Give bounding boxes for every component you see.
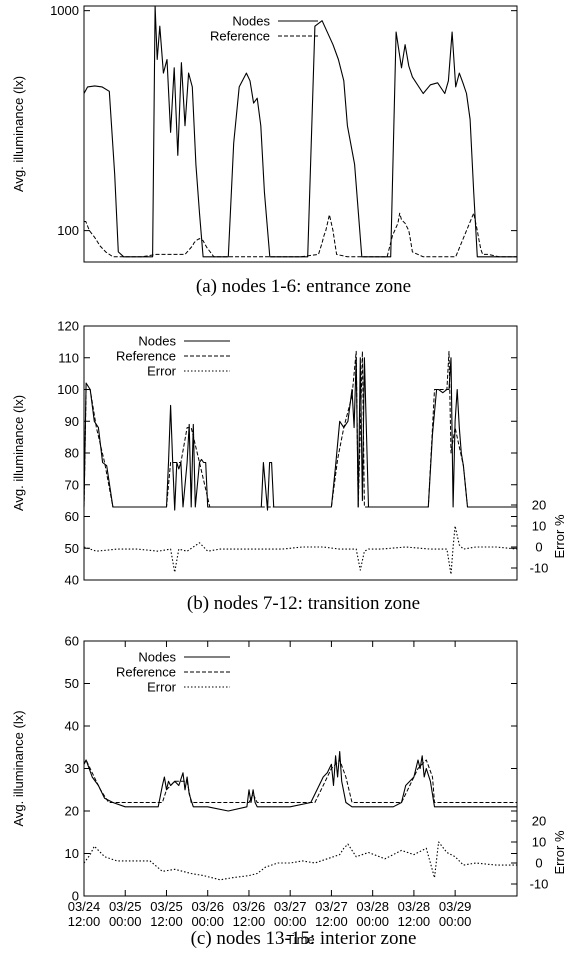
series-line-nodes bbox=[83, 5, 517, 258]
y-tick-label: 110 bbox=[58, 350, 79, 365]
y2-tick-label: 10 bbox=[532, 519, 546, 534]
x-tick-label-date: 03/29 bbox=[439, 899, 472, 914]
y-tick-label: 20 bbox=[65, 804, 79, 819]
x-tick-label-date: 03/24 bbox=[68, 899, 101, 914]
y-tick-label: 40 bbox=[65, 719, 79, 734]
x-tick-label-date: 03/28 bbox=[356, 899, 389, 914]
x-tick-label-time: 00:00 bbox=[274, 914, 307, 929]
y2-tick-label: 0 bbox=[535, 856, 542, 871]
y-tick-label: 0 bbox=[72, 889, 79, 904]
panel-b-transition-zone: 40 50 60 70 80 90 100 110 120 -10 0 10 20 Error % Avg.… bbox=[11, 319, 567, 615]
x-tick-label-date: 03/28 bbox=[398, 899, 431, 914]
x-tick-label-time: 12:00 bbox=[150, 914, 183, 929]
y-axis-label: Avg. illuminance (lx) bbox=[11, 76, 26, 192]
x-tick-label-date: 03/26 bbox=[191, 899, 224, 914]
x-tick-label-time: 00:00 bbox=[439, 914, 472, 929]
y-tick-label: 90 bbox=[65, 414, 79, 429]
x-tick-label-time: 00:00 bbox=[191, 914, 224, 929]
legend-label-reference: Reference bbox=[116, 665, 176, 680]
legend-label-error: Error bbox=[147, 680, 177, 695]
x-tick-label-date: 03/25 bbox=[150, 899, 183, 914]
y-tick-label: 1000 bbox=[50, 3, 79, 18]
y-tick-label: 100 bbox=[57, 223, 79, 238]
y-tick-label: 60 bbox=[65, 634, 79, 649]
plot-frame bbox=[83, 5, 518, 263]
y-tick-label: 100 bbox=[57, 382, 79, 397]
y-axis-label: Avg. illuminance (lx) bbox=[11, 710, 26, 826]
y2-axis-label: Error % bbox=[552, 514, 567, 559]
series-line-reference bbox=[83, 350, 517, 508]
panel-caption: (c) nodes 13-15: interior zone bbox=[191, 928, 417, 949]
x-tick-label-date: 03/27 bbox=[315, 899, 348, 914]
legend-label-nodes: Nodes bbox=[232, 14, 270, 29]
x-tick-label-date: 03/25 bbox=[109, 899, 142, 914]
series-line-nodes bbox=[83, 750, 517, 812]
panel-caption: (b) nodes 7-12: transition zone bbox=[187, 593, 420, 614]
y2-tick-label: 20 bbox=[532, 498, 546, 513]
legend-label-nodes: Nodes bbox=[138, 334, 176, 349]
y-tick-label: 50 bbox=[65, 541, 79, 556]
y-axis-label: Avg. illuminance (lx) bbox=[11, 395, 26, 511]
series-line-error bbox=[83, 525, 518, 575]
x-axis-label: Time bbox=[286, 932, 314, 947]
legend-label-error: Error bbox=[147, 364, 177, 379]
y-tick-label: 120 bbox=[57, 319, 79, 334]
y-tick-label: 80 bbox=[65, 446, 79, 461]
y2-axis-label: Error % bbox=[552, 830, 567, 875]
panel-caption: (a) nodes 1-6: entrance zone bbox=[196, 276, 411, 297]
x-tick-label-time: 12:00 bbox=[398, 914, 431, 929]
x-tick-label-time: 00:00 bbox=[356, 914, 389, 929]
y-tick-label: 10 bbox=[65, 846, 79, 861]
y-tick-label: 60 bbox=[65, 509, 79, 524]
x-tick-label-time: 12:00 bbox=[233, 914, 266, 929]
legend-label-reference: Reference bbox=[210, 29, 270, 44]
x-tick-label-time: 00:00 bbox=[109, 914, 142, 929]
x-tick-label-time: 12:00 bbox=[68, 914, 101, 929]
y-tick-label: 40 bbox=[65, 573, 79, 588]
y2-tick-label: 20 bbox=[532, 814, 546, 829]
x-tick-label-time: 12:00 bbox=[315, 914, 348, 929]
series-line-reference bbox=[84, 212, 517, 258]
series-line-nodes bbox=[83, 357, 517, 511]
y2-tick-label: 10 bbox=[532, 835, 546, 850]
y-tick-label: 50 bbox=[65, 676, 79, 691]
series-line-error bbox=[83, 841, 517, 881]
y-tick-label: 30 bbox=[65, 761, 79, 776]
legend-label-nodes: Nodes bbox=[138, 650, 176, 665]
x-tick-label-date: 03/27 bbox=[274, 899, 307, 914]
y2-tick-label: 0 bbox=[535, 540, 542, 555]
y-tick-label: 70 bbox=[65, 477, 79, 492]
panel-a-entrance-zone: 100 1000 Avg. illuminance (lx) NodesReferen… bbox=[11, 3, 518, 297]
y2-tick-label: -10 bbox=[530, 561, 549, 576]
y2-tick-label: -10 bbox=[530, 877, 549, 892]
series-line-reference bbox=[83, 759, 517, 803]
legend-label-reference: Reference bbox=[116, 349, 176, 364]
x-tick-label-date: 03/26 bbox=[233, 899, 266, 914]
